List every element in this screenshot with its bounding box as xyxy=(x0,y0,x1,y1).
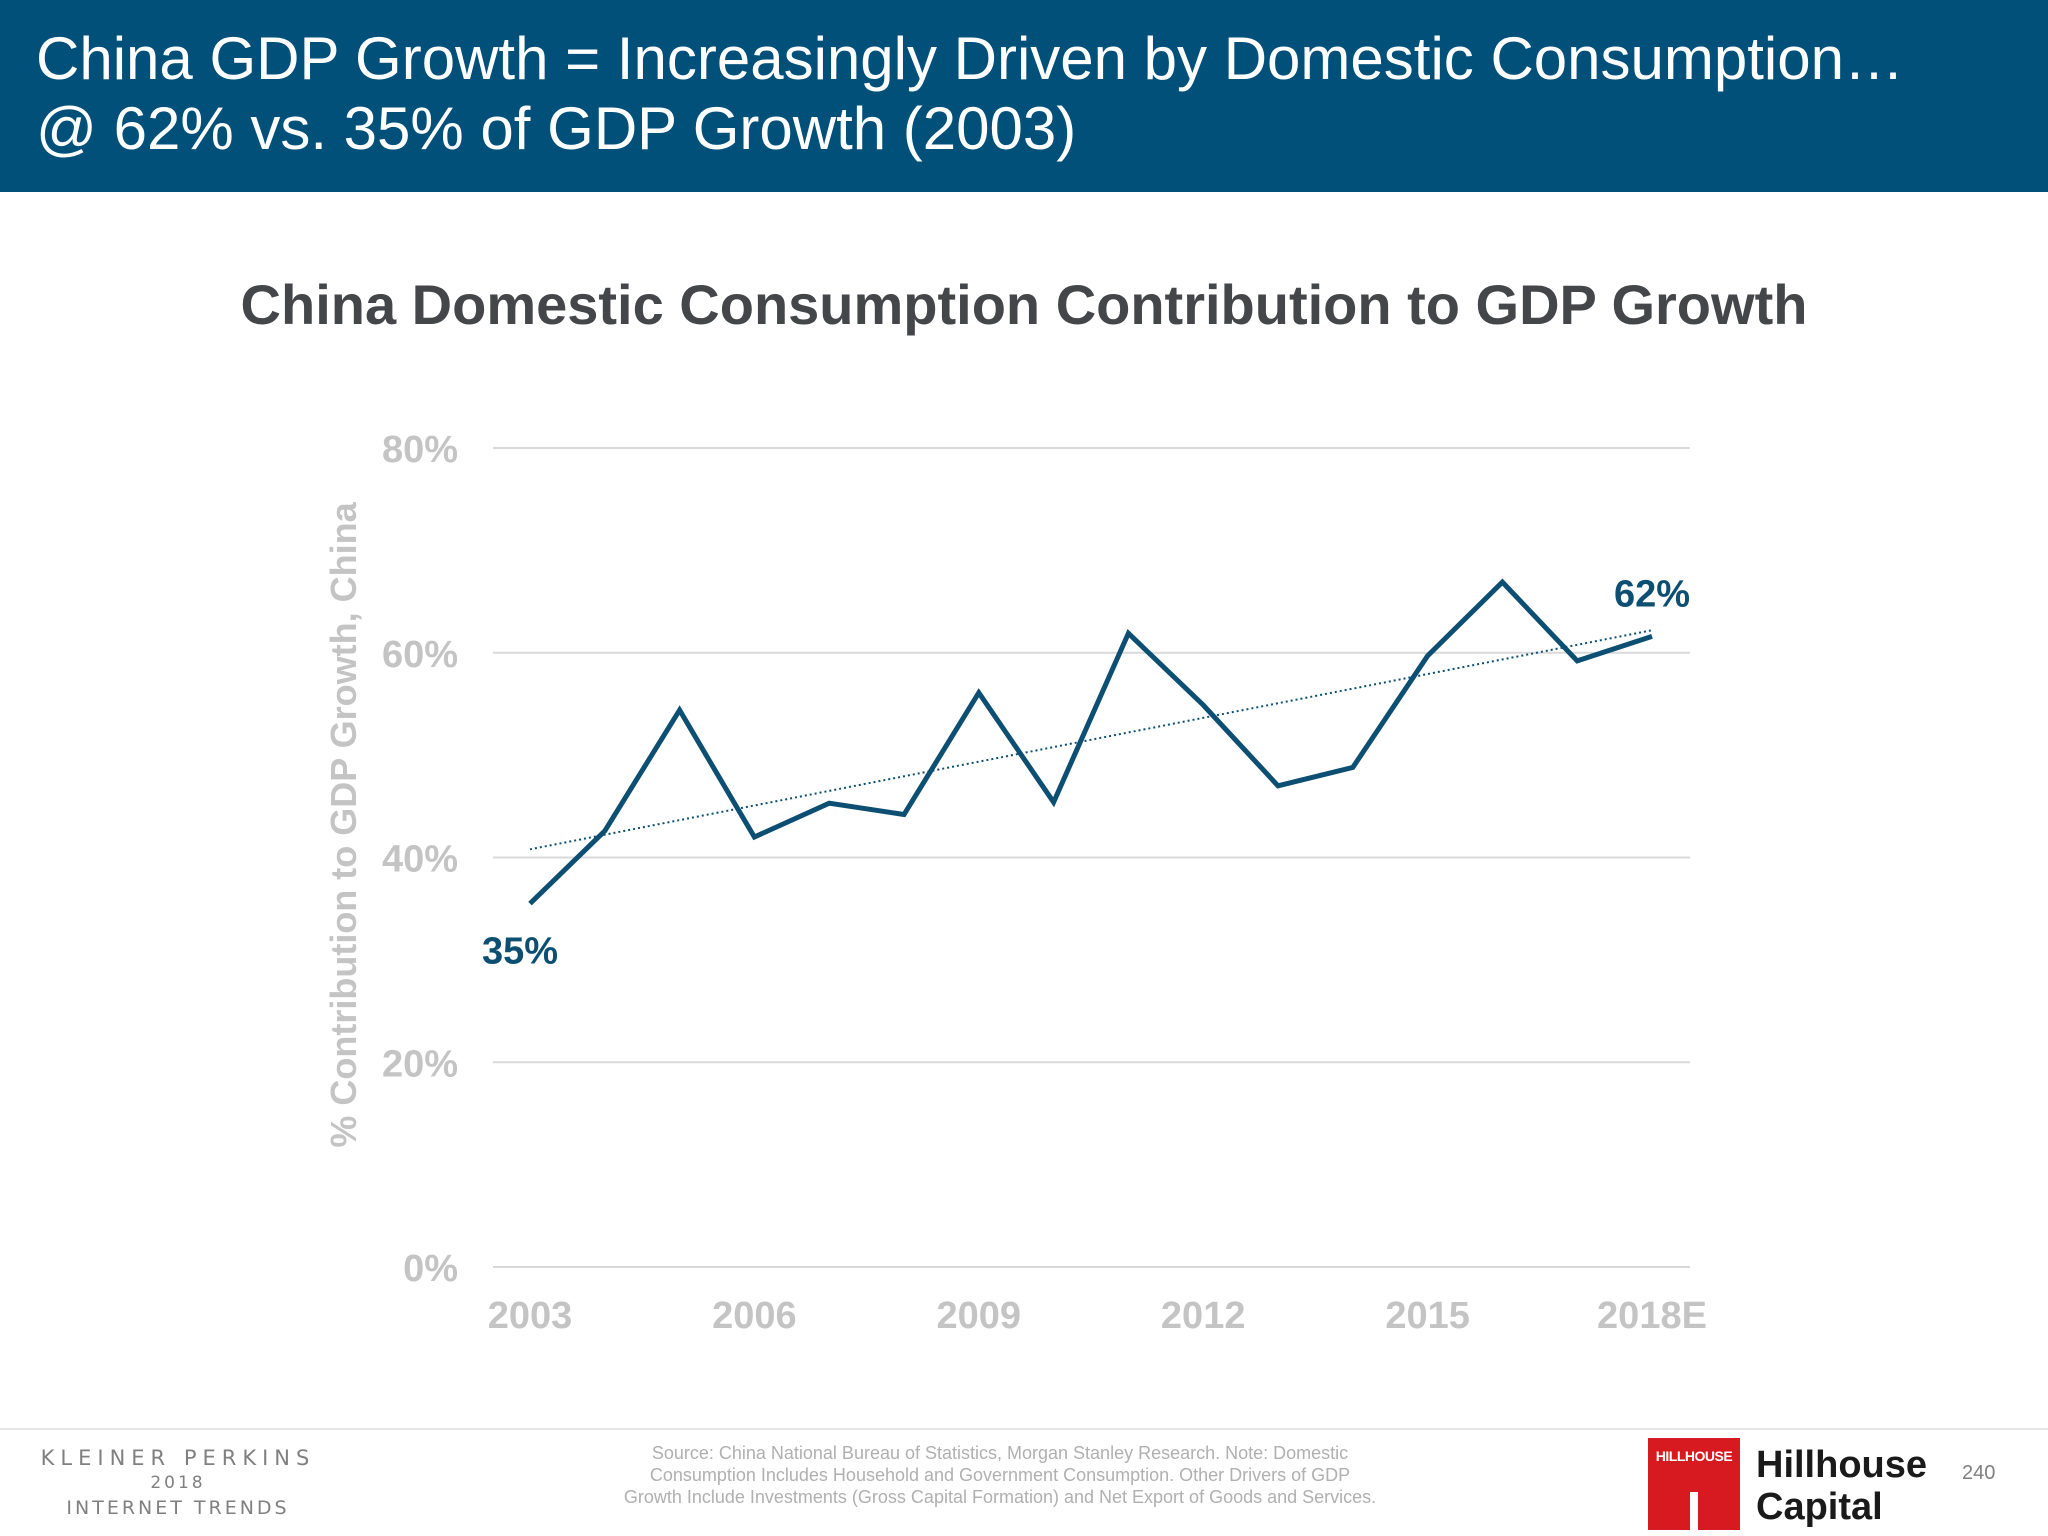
logo-line-2: 2018 xyxy=(150,1473,206,1493)
chart-title: China Domestic Consumption Contribution … xyxy=(240,273,1808,336)
x-tick-label: 2003 xyxy=(488,1295,573,1337)
data-label: 62% xyxy=(1614,573,1690,615)
series-line xyxy=(528,578,1653,906)
slide-title-line-2: @ 62% vs. 35% of GDP Growth (2003) xyxy=(36,95,1077,162)
hillhouse-capital-name: Hillhouse Capital xyxy=(1756,1444,1927,1528)
source-line-1: Source: China National Bureau of Statist… xyxy=(651,1443,1349,1463)
y-tick-label: 80% xyxy=(382,429,458,471)
x-tick-label: 2012 xyxy=(1161,1295,1246,1337)
y-tick-label: 60% xyxy=(382,634,458,676)
kleiner-perkins-logo: KLEINER PERKINS 2018 INTERNET TRENDS xyxy=(28,1444,328,1522)
x-tick-label: 2006 xyxy=(712,1295,797,1337)
x-tick-label: 2015 xyxy=(1385,1295,1470,1337)
trendline xyxy=(529,629,1653,851)
logo-line-1: KLEINER PERKINS xyxy=(40,1446,316,1470)
hillhouse-name-line-2: Capital xyxy=(1756,1486,1883,1528)
page-number: 240 xyxy=(1962,1462,1996,1484)
y-tick-label: 0% xyxy=(403,1248,458,1290)
y-tick-label: 40% xyxy=(382,839,458,881)
hillhouse-logo-text: HILLHOUSE xyxy=(1655,1448,1733,1464)
source-line-3: Growth Include Investments (Gross Capita… xyxy=(623,1487,1377,1507)
source-note: Source: China National Bureau of Statist… xyxy=(560,1442,1440,1508)
source-line-2: Consumption Includes Household and Gover… xyxy=(649,1465,1351,1485)
hillhouse-logo-mark xyxy=(1690,1492,1698,1530)
y-axis-title: % Contribution to GDP Growth, China xyxy=(323,501,364,1147)
x-tick-label: 2009 xyxy=(937,1295,1022,1337)
slide-header: China GDP Growth = Increasingly Driven b… xyxy=(0,0,2048,192)
y-tick-label: 20% xyxy=(382,1043,458,1085)
hillhouse-name-line-1: Hillhouse xyxy=(1756,1444,1928,1486)
x-tick-label: 2018E xyxy=(1597,1295,1707,1337)
slide-title-line-1: China GDP Growth = Increasingly Driven b… xyxy=(36,25,1904,92)
hillhouse-logo-box: HILLHOUSE xyxy=(1648,1438,1740,1530)
footer-divider xyxy=(0,1428,2048,1430)
data-label: 35% xyxy=(482,931,558,973)
logo-line-3: INTERNET TRENDS xyxy=(66,1497,290,1519)
